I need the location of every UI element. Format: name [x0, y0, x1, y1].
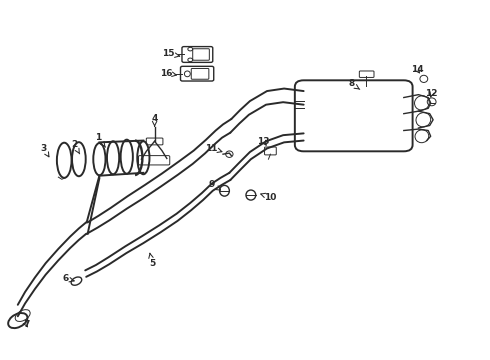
Text: 2: 2: [71, 140, 80, 154]
Text: 1: 1: [95, 133, 105, 147]
Text: 11: 11: [205, 144, 222, 153]
Text: 5: 5: [149, 253, 155, 268]
Text: 16: 16: [160, 69, 176, 78]
Text: 10: 10: [261, 193, 276, 202]
Text: 9: 9: [209, 180, 221, 190]
Text: 6: 6: [62, 274, 74, 283]
Text: 12: 12: [425, 89, 438, 98]
Text: 14: 14: [411, 65, 423, 74]
Text: 8: 8: [348, 80, 360, 89]
Text: 7: 7: [23, 320, 29, 329]
Text: 13: 13: [257, 137, 270, 146]
Text: 3: 3: [41, 144, 49, 157]
Text: 4: 4: [151, 114, 158, 126]
Text: 15: 15: [162, 49, 180, 58]
